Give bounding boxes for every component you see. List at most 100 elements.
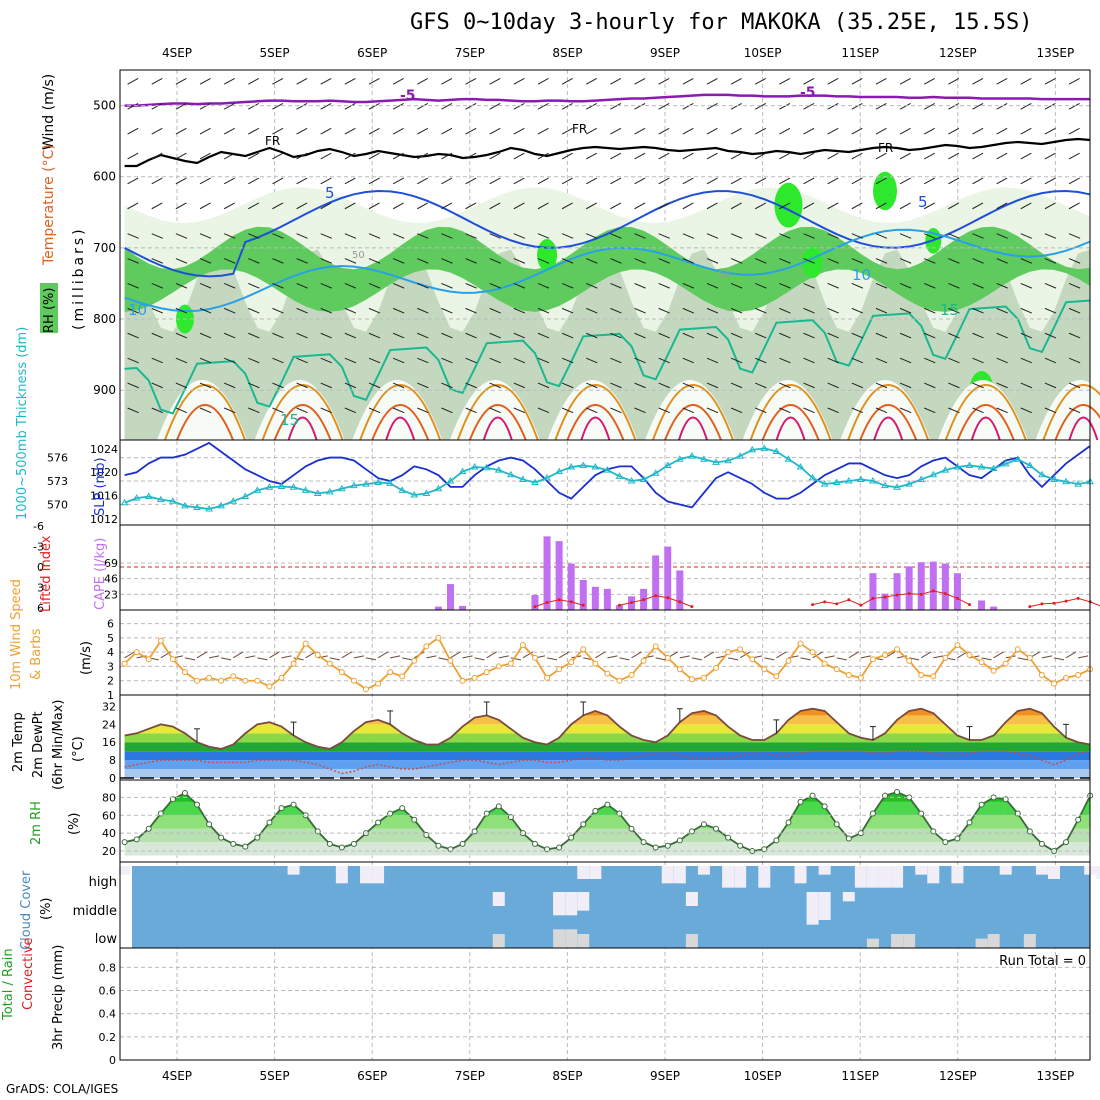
wind-barb [1020,102,1032,110]
thickness-axis-label: 1000~500mb Thickness (dm) [15,327,30,520]
surface-wind-barb [909,657,920,661]
wind10m-line-point [1063,674,1070,681]
lifted-index-point [678,600,682,604]
wind10m-line-point [157,637,164,644]
wind10m-line-point [821,660,828,667]
rh2m-line-point [700,821,707,828]
grads-credit: GrADS: COLA/IGES [6,1082,119,1096]
low-cloud-gap [903,934,916,948]
wind-barb [634,307,646,314]
wind-barb [561,127,573,135]
thickness-line-point [832,478,841,486]
rh2m-line-point [447,846,454,853]
cape-bar [978,600,986,610]
wind-barb [875,307,888,314]
lifted-index-point [569,600,573,604]
wind10m-line-point [314,652,321,658]
wind-barb [296,177,308,185]
surface-wind-barb [124,651,135,659]
thickness-line-point [748,445,757,453]
contour-label-fr-c: FR [878,141,893,155]
wind-barb [392,152,404,160]
wind-barb [658,407,670,414]
wind-barb [392,382,405,389]
wind-barb [972,177,984,185]
wind-barb [127,332,139,339]
wind-barb [223,283,236,289]
wind-barb [175,332,188,339]
thickness-line-point [253,486,262,493]
thickness-tick-label: 570 [47,498,68,511]
thickness-tick-label: 573 [47,475,68,488]
contour-label-15-b: 15 [280,411,299,429]
isotherm-20-line [847,384,930,441]
top-date-label: 11SEP [841,46,879,60]
wind-barb [199,382,212,389]
contour-label-5-b: 5 [918,193,928,211]
wind-barb [392,78,404,85]
wind-barb [875,152,887,160]
surface-warm-core [742,380,833,440]
wind10m-line-point [302,640,309,647]
wind-axis-label: Wind (m/s) [41,74,57,150]
rh2m-line-point [882,792,889,799]
thickness-line-point [700,455,708,462]
wind-barb [1020,258,1033,264]
wind-barb [948,202,960,210]
wind-barb [610,283,622,289]
wind-barb [730,332,743,339]
isotherm-20-line [261,384,344,441]
high-cloud-gap [1047,866,1060,879]
wind-barb [127,177,139,185]
wind-barb [610,407,622,414]
surface-wind-barb [208,655,220,659]
wind-barb [368,332,381,339]
rh2m-line-point [713,825,720,832]
lifted-index-point [642,598,646,602]
wind-barb [272,152,284,160]
wind10m-line-point [966,652,973,658]
wind-barb [658,102,670,110]
wind-barb [851,332,864,339]
wind-barb [248,258,260,264]
wind-barb [924,357,936,364]
isotherm-30-line [287,416,318,441]
temp-band [124,733,1090,743]
thickness-line-point [325,487,334,495]
wind-barb [634,152,646,160]
wind-barb [465,332,477,339]
wind-barb [586,283,598,289]
wind-barb [1068,332,1081,339]
high-cloud-gap [577,866,590,879]
wind-barb [851,202,863,210]
rh-band [124,842,1090,856]
freezing-level-line [124,137,1091,168]
thickness-line-point [929,470,938,478]
wind-barb [682,332,695,339]
surface-wind-barb [836,657,847,661]
wind-barb [899,233,912,239]
thickness-line-point [289,483,298,490]
surface-wind-barb [1041,655,1053,659]
wind-barb [803,102,815,110]
thickness-line-point [844,477,853,484]
wind-barb [441,127,453,135]
lifted-index-point [1076,596,1080,600]
wind-barb [223,357,236,364]
wind-barb [465,283,477,289]
wind-barb [682,202,694,210]
wind-barb [296,283,308,289]
rh2m-line-point [833,821,840,828]
thickness-line-point [603,466,612,473]
wind-barb [755,332,767,339]
wind-barb [851,283,864,289]
contour-label-fr-b: FR [572,122,587,136]
rh2m-line-point [797,798,804,805]
wind-barb [755,127,767,135]
wind-barb [417,258,429,264]
wind-barb [368,152,380,160]
wind-barb [779,307,791,314]
wind-barb [706,127,718,135]
wind10m-line-point [230,673,237,680]
wind-barb [561,233,574,239]
